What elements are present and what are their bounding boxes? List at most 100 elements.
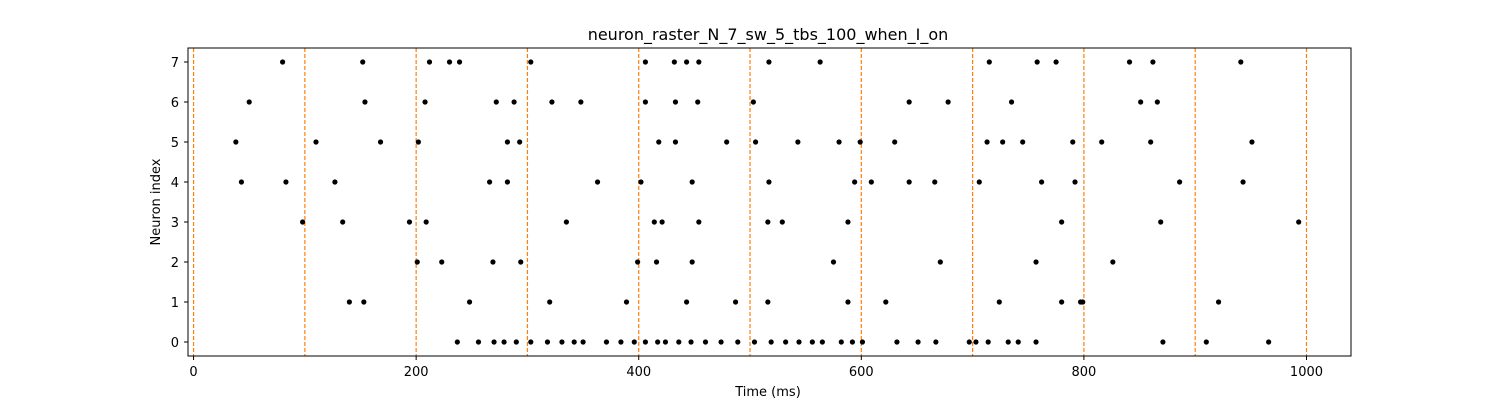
spike-point	[868, 179, 874, 185]
spike-point	[1020, 139, 1026, 145]
y-tick-label: 1	[171, 296, 179, 311]
spike-point	[1266, 339, 1272, 345]
spike-points	[233, 59, 1302, 345]
spike-point	[662, 339, 669, 345]
spike-point	[996, 299, 1002, 305]
spike-point	[362, 99, 368, 105]
spike-point	[300, 219, 306, 225]
x-tick-label: 800	[1071, 365, 1096, 380]
spike-point	[695, 99, 701, 105]
spike-point	[683, 299, 690, 305]
spike-point	[906, 99, 912, 105]
spike-point	[933, 339, 939, 345]
spike-point	[1215, 299, 1222, 305]
spike-point	[985, 339, 991, 345]
spike-point	[623, 299, 630, 305]
spike-point	[976, 179, 982, 185]
spike-point	[490, 259, 496, 265]
spike-point	[513, 339, 519, 345]
spike-point	[279, 59, 286, 65]
spike-point	[1138, 99, 1144, 105]
spike-point	[638, 179, 644, 185]
spike-point	[724, 139, 730, 145]
spike-point	[491, 339, 497, 345]
spike-point	[1099, 139, 1105, 145]
spike-point	[517, 139, 523, 145]
spike-point	[238, 179, 245, 185]
spike-point	[1249, 139, 1255, 145]
spike-point	[580, 339, 586, 345]
spike-point	[415, 139, 421, 145]
spike-point	[642, 339, 649, 345]
y-tick-label: 7	[171, 56, 179, 71]
spike-point	[618, 339, 624, 345]
spike-point	[1039, 179, 1045, 185]
spike-point	[984, 139, 990, 145]
spike-point	[361, 299, 367, 305]
spike-point	[676, 339, 682, 345]
plot-frame	[187, 47, 1352, 357]
spike-point	[603, 339, 610, 345]
spike-point	[283, 179, 289, 185]
spike-point	[819, 339, 825, 345]
spike-point	[1154, 99, 1160, 105]
spike-point	[1158, 219, 1164, 225]
spike-point	[845, 219, 851, 225]
spike-point	[1070, 139, 1076, 145]
spike-point	[671, 59, 677, 65]
y-axis-label: Neuron index	[149, 158, 164, 245]
spike-point	[1080, 299, 1086, 305]
spike-point	[233, 139, 239, 145]
spike-point	[377, 139, 384, 145]
spike-point	[1000, 139, 1006, 145]
spike-point	[528, 59, 534, 65]
spike-point	[796, 339, 802, 345]
spike-point	[1072, 179, 1078, 185]
spike-point	[549, 99, 555, 105]
spike-point	[973, 339, 979, 345]
spike-point	[655, 339, 661, 345]
spike-point	[859, 339, 866, 345]
spike-point	[332, 179, 338, 185]
spike-point	[1059, 219, 1065, 225]
spike-point	[689, 179, 695, 185]
spike-point	[696, 59, 702, 65]
spike-point	[732, 299, 739, 305]
spike-point	[528, 339, 534, 345]
spike-point	[466, 299, 473, 305]
spike-point	[783, 339, 789, 345]
y-tick-label: 5	[171, 136, 179, 151]
spike-point	[702, 339, 709, 345]
spike-point	[696, 219, 702, 225]
spike-point	[406, 219, 413, 225]
spike-point	[656, 139, 662, 145]
spike-point	[945, 99, 951, 105]
spike-point	[659, 219, 665, 225]
spike-point	[915, 339, 921, 345]
spike-point	[1059, 299, 1065, 305]
spike-point	[423, 219, 429, 225]
spike-point	[765, 219, 771, 225]
spike-point	[765, 299, 771, 305]
spike-point	[892, 139, 898, 145]
x-axis-ticks: 0 200 400 600 800 1000	[189, 356, 1323, 380]
spike-point	[1034, 59, 1040, 65]
spike-point	[1008, 99, 1015, 105]
spike-point	[511, 99, 517, 105]
spike-point	[651, 219, 657, 225]
x-tick-label: 600	[849, 365, 874, 380]
spike-point	[594, 179, 601, 185]
spike-point	[809, 339, 815, 345]
spike-point	[1005, 339, 1011, 345]
spike-point	[766, 59, 772, 65]
spike-point	[752, 139, 759, 145]
spike-point	[672, 139, 679, 145]
spike-point	[631, 339, 637, 345]
spike-point	[504, 139, 511, 145]
spike-point	[906, 179, 912, 185]
stimulus-lines	[192, 48, 1308, 356]
spike-point	[689, 259, 695, 265]
spike-point	[642, 99, 649, 105]
spike-point	[766, 179, 772, 185]
spike-point	[751, 339, 758, 345]
